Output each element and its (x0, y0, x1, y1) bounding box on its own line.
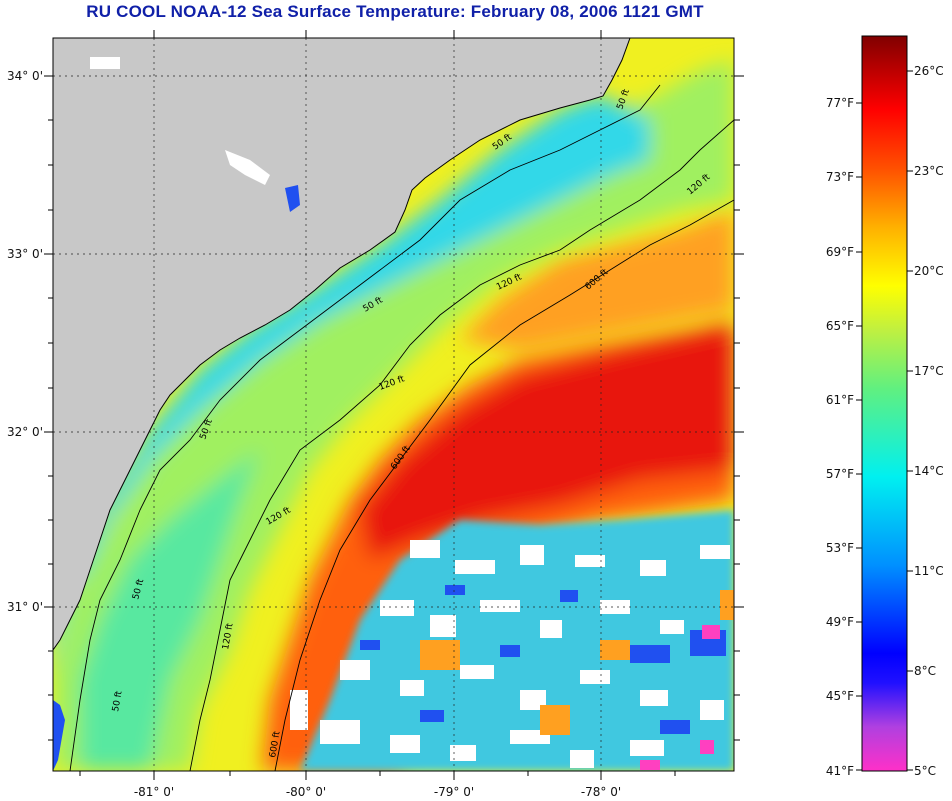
lat-label: 33° 0' (7, 247, 43, 261)
fahrenheit-label: 61°F (826, 393, 854, 407)
contour-label: 600 ft (268, 730, 283, 758)
celsius-label: 23°C (914, 164, 944, 178)
celsius-label: 26°C (914, 64, 944, 78)
lon-label: -81° 0' (134, 785, 174, 799)
fahrenheit-label: 77°F (826, 96, 854, 110)
lat-label: 34° 0' (7, 69, 43, 83)
celsius-label: 14°C (914, 464, 944, 478)
contour-label: 120 ft (221, 622, 236, 650)
celsius-label: 17°C (914, 364, 944, 378)
fahrenheit-label: 73°F (826, 170, 854, 184)
sst-map (53, 38, 734, 771)
fahrenheit-label: 65°F (826, 319, 854, 333)
map-grid (53, 38, 734, 771)
contour-label: 50 ft (111, 690, 125, 713)
fahrenheit-label: 49°F (826, 615, 854, 629)
fahrenheit-label: 45°F (826, 689, 854, 703)
fahrenheit-label: 41°F (826, 764, 854, 778)
land-mass (53, 38, 630, 650)
map-frame (52, 37, 735, 772)
celsius-label: 20°C (914, 264, 944, 278)
fahrenheit-label: 53°F (826, 541, 854, 555)
temperature-colorbar: 77°F 73°F 69°F 65°F 61°F 57°F 53°F 49°F … (826, 35, 944, 778)
nearshore-band (53, 95, 650, 771)
cloud-cover-region (290, 510, 734, 771)
celsius-label: 8°C (914, 664, 936, 678)
fahrenheit-label: 69°F (826, 245, 854, 259)
depth-contours (69, 84, 734, 771)
mid-shelf-band (53, 60, 734, 771)
lon-label: -78° 0' (581, 785, 621, 799)
lat-label: 32° 0' (7, 425, 43, 439)
lat-label: 31° 0' (7, 600, 43, 614)
lon-label: -80° 0' (286, 785, 326, 799)
map-ticks (44, 30, 744, 780)
map-title: RU COOL NOAA-12 Sea Surface Temperature:… (86, 2, 704, 21)
celsius-label: 11°C (914, 564, 944, 578)
fahrenheit-label: 57°F (826, 467, 854, 481)
lon-label: -79° 0' (434, 785, 474, 799)
celsius-label: 5°C (914, 764, 936, 778)
